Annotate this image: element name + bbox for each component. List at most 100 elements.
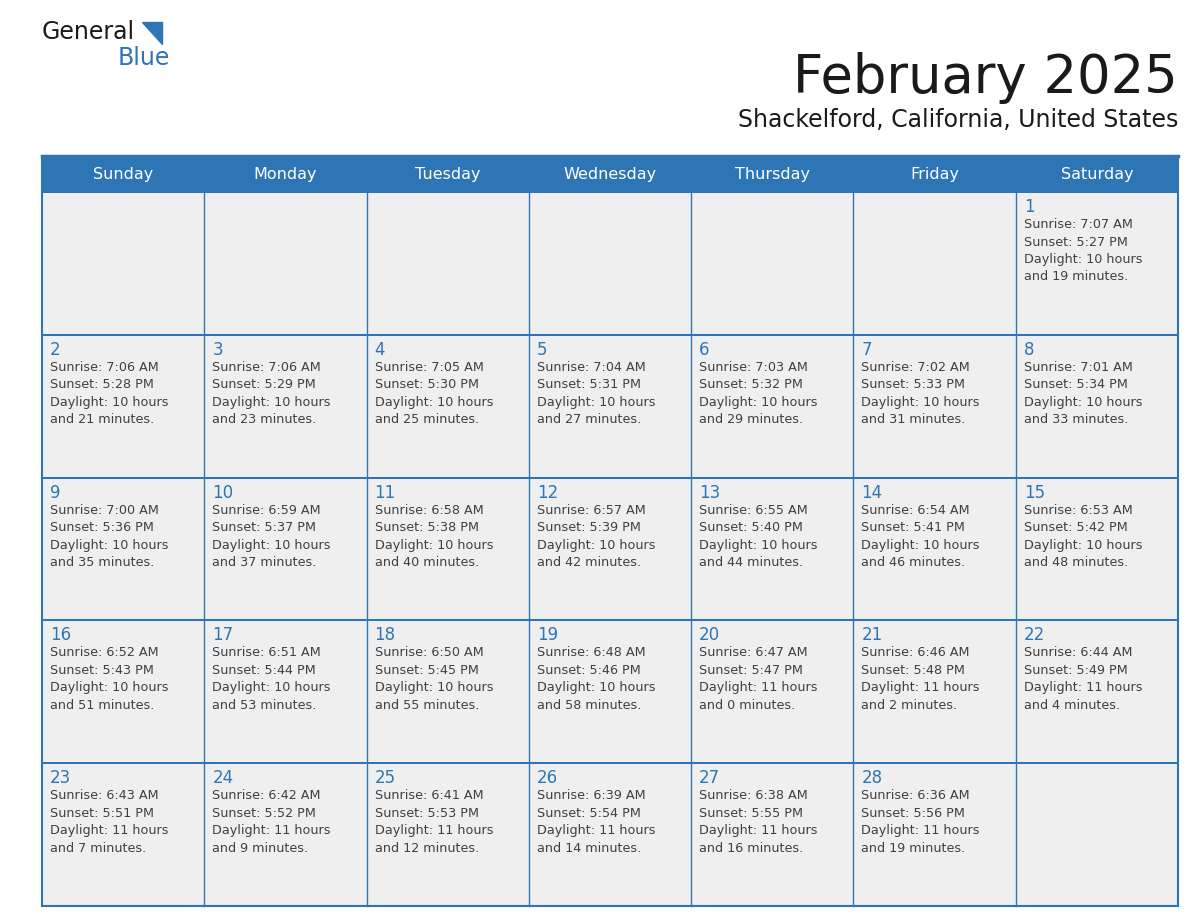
Text: Sunset: 5:43 PM: Sunset: 5:43 PM — [50, 664, 154, 677]
Text: Sunrise: 7:00 AM: Sunrise: 7:00 AM — [50, 504, 159, 517]
Text: Daylight: 10 hours: Daylight: 10 hours — [537, 539, 656, 552]
Text: and 33 minutes.: and 33 minutes. — [1024, 413, 1129, 426]
Bar — [691, 335, 853, 477]
Bar — [853, 621, 1016, 763]
Text: Daylight: 10 hours: Daylight: 10 hours — [861, 539, 980, 552]
Bar — [1016, 158, 1178, 192]
Text: and 29 minutes.: and 29 minutes. — [700, 413, 803, 426]
Text: Sunset: 5:28 PM: Sunset: 5:28 PM — [50, 378, 154, 391]
Bar — [1016, 621, 1178, 763]
Text: 20: 20 — [700, 626, 720, 644]
Text: Sunrise: 6:51 AM: Sunrise: 6:51 AM — [213, 646, 321, 659]
Text: Daylight: 10 hours: Daylight: 10 hours — [1024, 253, 1142, 266]
Bar — [1016, 763, 1178, 906]
Text: Daylight: 11 hours: Daylight: 11 hours — [213, 824, 330, 837]
Text: 22: 22 — [1024, 626, 1045, 644]
Text: and 4 minutes.: and 4 minutes. — [1024, 699, 1120, 711]
Text: and 25 minutes.: and 25 minutes. — [374, 413, 479, 426]
Text: Saturday: Saturday — [1061, 167, 1133, 183]
Text: Daylight: 11 hours: Daylight: 11 hours — [537, 824, 656, 837]
Text: 28: 28 — [861, 769, 883, 788]
Bar — [204, 335, 367, 477]
Text: Sunset: 5:51 PM: Sunset: 5:51 PM — [50, 807, 154, 820]
Text: Daylight: 10 hours: Daylight: 10 hours — [861, 396, 980, 409]
Text: Daylight: 10 hours: Daylight: 10 hours — [50, 396, 169, 409]
Text: Daylight: 11 hours: Daylight: 11 hours — [700, 681, 817, 694]
Bar — [529, 477, 691, 621]
Text: Shackelford, California, United States: Shackelford, California, United States — [738, 108, 1178, 132]
Text: Sunrise: 6:39 AM: Sunrise: 6:39 AM — [537, 789, 645, 802]
Text: Sunrise: 7:07 AM: Sunrise: 7:07 AM — [1024, 218, 1132, 231]
Bar — [204, 763, 367, 906]
Text: and 19 minutes.: and 19 minutes. — [1024, 271, 1127, 284]
Text: and 7 minutes.: and 7 minutes. — [50, 842, 146, 855]
Bar — [204, 621, 367, 763]
Text: Sunrise: 6:38 AM: Sunrise: 6:38 AM — [700, 789, 808, 802]
Bar — [367, 335, 529, 477]
Text: Sunset: 5:33 PM: Sunset: 5:33 PM — [861, 378, 966, 391]
Text: Blue: Blue — [118, 46, 170, 70]
Bar — [691, 158, 853, 192]
Text: Daylight: 10 hours: Daylight: 10 hours — [1024, 539, 1142, 552]
Bar — [691, 192, 853, 335]
Bar — [42, 158, 204, 192]
Text: Sunset: 5:38 PM: Sunset: 5:38 PM — [374, 521, 479, 534]
Text: 21: 21 — [861, 626, 883, 644]
Bar — [1016, 335, 1178, 477]
Text: Monday: Monday — [254, 167, 317, 183]
Text: 24: 24 — [213, 769, 233, 788]
Text: Sunset: 5:34 PM: Sunset: 5:34 PM — [1024, 378, 1127, 391]
Text: Sunrise: 6:41 AM: Sunrise: 6:41 AM — [374, 789, 484, 802]
Text: Sunrise: 6:44 AM: Sunrise: 6:44 AM — [1024, 646, 1132, 659]
Text: Sunrise: 6:59 AM: Sunrise: 6:59 AM — [213, 504, 321, 517]
Text: 16: 16 — [50, 626, 71, 644]
Bar — [1016, 192, 1178, 335]
Text: 5: 5 — [537, 341, 548, 359]
Bar — [529, 192, 691, 335]
Bar — [691, 763, 853, 906]
Text: Sunset: 5:29 PM: Sunset: 5:29 PM — [213, 378, 316, 391]
Bar — [42, 763, 204, 906]
Text: and 51 minutes.: and 51 minutes. — [50, 699, 154, 711]
Bar — [853, 763, 1016, 906]
Text: Sunrise: 7:06 AM: Sunrise: 7:06 AM — [50, 361, 159, 374]
Bar — [1016, 477, 1178, 621]
Text: Sunset: 5:40 PM: Sunset: 5:40 PM — [700, 521, 803, 534]
Text: and 31 minutes.: and 31 minutes. — [861, 413, 966, 426]
Bar — [529, 763, 691, 906]
Text: 9: 9 — [50, 484, 61, 501]
Text: Sunset: 5:44 PM: Sunset: 5:44 PM — [213, 664, 316, 677]
Text: 14: 14 — [861, 484, 883, 501]
Text: 8: 8 — [1024, 341, 1035, 359]
Text: 17: 17 — [213, 626, 233, 644]
Text: Sunset: 5:36 PM: Sunset: 5:36 PM — [50, 521, 154, 534]
Text: Sunset: 5:55 PM: Sunset: 5:55 PM — [700, 807, 803, 820]
Text: Sunrise: 7:05 AM: Sunrise: 7:05 AM — [374, 361, 484, 374]
Text: Daylight: 10 hours: Daylight: 10 hours — [213, 539, 330, 552]
Text: Daylight: 10 hours: Daylight: 10 hours — [537, 396, 656, 409]
Text: Daylight: 10 hours: Daylight: 10 hours — [700, 539, 817, 552]
Text: 7: 7 — [861, 341, 872, 359]
Text: Sunrise: 6:42 AM: Sunrise: 6:42 AM — [213, 789, 321, 802]
Text: Daylight: 10 hours: Daylight: 10 hours — [213, 396, 330, 409]
Text: Daylight: 10 hours: Daylight: 10 hours — [374, 539, 493, 552]
Bar — [204, 477, 367, 621]
Text: Sunset: 5:45 PM: Sunset: 5:45 PM — [374, 664, 479, 677]
Text: Daylight: 10 hours: Daylight: 10 hours — [1024, 396, 1142, 409]
Text: Daylight: 10 hours: Daylight: 10 hours — [374, 681, 493, 694]
Text: Thursday: Thursday — [735, 167, 810, 183]
Text: and 2 minutes.: and 2 minutes. — [861, 699, 958, 711]
Text: and 23 minutes.: and 23 minutes. — [213, 413, 316, 426]
Bar — [853, 335, 1016, 477]
Text: Sunrise: 7:02 AM: Sunrise: 7:02 AM — [861, 361, 971, 374]
Bar — [691, 621, 853, 763]
Bar — [42, 477, 204, 621]
Text: Sunrise: 6:43 AM: Sunrise: 6:43 AM — [50, 789, 159, 802]
Text: Sunrise: 7:04 AM: Sunrise: 7:04 AM — [537, 361, 645, 374]
Text: Sunset: 5:30 PM: Sunset: 5:30 PM — [374, 378, 479, 391]
Text: Sunrise: 6:58 AM: Sunrise: 6:58 AM — [374, 504, 484, 517]
Text: and 9 minutes.: and 9 minutes. — [213, 842, 309, 855]
Text: Tuesday: Tuesday — [415, 167, 480, 183]
Text: Sunrise: 6:46 AM: Sunrise: 6:46 AM — [861, 646, 969, 659]
Text: Sunset: 5:56 PM: Sunset: 5:56 PM — [861, 807, 966, 820]
